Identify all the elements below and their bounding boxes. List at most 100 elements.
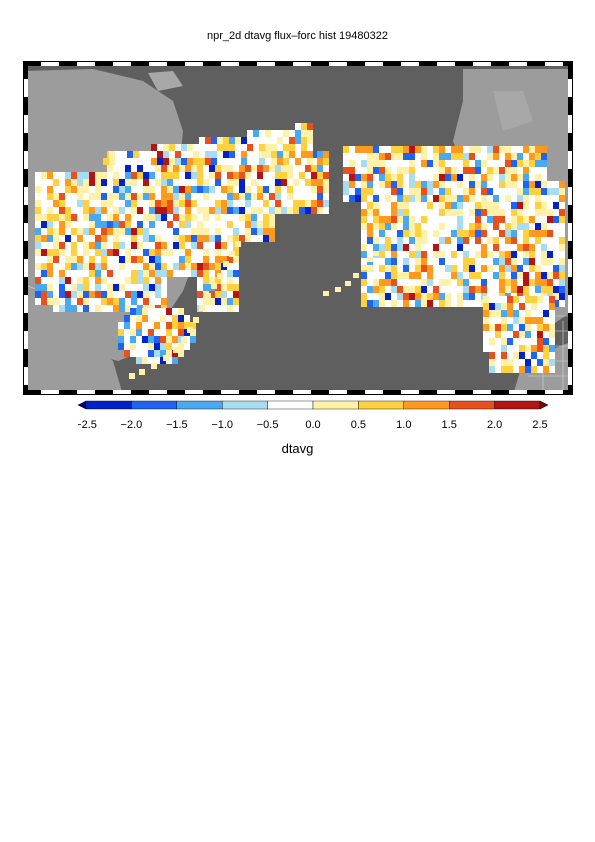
- data-cell: [178, 343, 184, 350]
- data-cell: [35, 270, 41, 277]
- data-cell: [179, 242, 185, 249]
- data-cell: [367, 174, 373, 181]
- data-cell: [161, 284, 167, 291]
- data-cell: [185, 179, 191, 186]
- data-cell: [137, 298, 143, 305]
- data-cell: [355, 195, 361, 202]
- data-cell: [529, 188, 535, 195]
- data-cell: [125, 270, 131, 277]
- data-cell: [197, 193, 203, 200]
- data-cell: [517, 195, 523, 202]
- data-cell: [463, 244, 469, 251]
- data-cell: [65, 214, 71, 221]
- data-cell: [379, 279, 385, 286]
- data-cell: [143, 284, 149, 291]
- data-cell: [289, 130, 295, 137]
- data-cell: [469, 209, 475, 216]
- data-cell: [217, 137, 223, 144]
- data-cell: [113, 172, 119, 179]
- data-cell: [523, 223, 529, 230]
- data-cell: [511, 223, 517, 230]
- data-cell: [373, 300, 379, 307]
- data-cell: [559, 265, 565, 272]
- data-cell: [124, 343, 130, 350]
- data-cell: [541, 258, 547, 265]
- data-cell: [166, 315, 172, 322]
- data-cell: [433, 265, 439, 272]
- data-cell: [445, 244, 451, 251]
- data-cell: [113, 186, 119, 193]
- data-cell: [113, 284, 119, 291]
- data-cell: [517, 174, 523, 181]
- data-cell: [547, 230, 553, 237]
- border-tick: [131, 390, 149, 395]
- data-cell: [421, 265, 427, 272]
- data-cell: [493, 160, 499, 167]
- data-cell: [119, 186, 125, 193]
- data-cell: [451, 272, 457, 279]
- data-cell: [101, 270, 107, 277]
- data-cell: [65, 249, 71, 256]
- data-cell: [537, 366, 543, 373]
- data-cell: [269, 207, 275, 214]
- data-cell: [89, 277, 95, 284]
- data-cell: [481, 153, 487, 160]
- data-cell: [487, 279, 493, 286]
- data-cell: [263, 235, 269, 242]
- border-tick: [568, 223, 573, 241]
- border-tick: [59, 61, 77, 66]
- data-cell: [83, 172, 89, 179]
- data-cell: [107, 235, 113, 242]
- data-cell: [493, 146, 499, 153]
- data-cell: [457, 146, 463, 153]
- data-cell: [439, 300, 445, 307]
- data-cell: [163, 158, 169, 165]
- data-cell: [227, 291, 233, 298]
- data-cell: [245, 200, 251, 207]
- data-cell: [275, 186, 281, 193]
- data-cell: [59, 186, 65, 193]
- data-cell: [215, 228, 221, 235]
- data-cell: [445, 160, 451, 167]
- colorbar-tick-label: 2.5: [532, 419, 547, 431]
- data-cell: [143, 214, 149, 221]
- data-cell: [149, 298, 155, 305]
- data-cell: [547, 237, 553, 244]
- data-cell: [499, 272, 505, 279]
- data-cell: [439, 286, 445, 293]
- data-cell: [501, 331, 507, 338]
- colorbar: −2.5 −2.0 −1.5 −1.0 −0.5 0.0 0.5 1.0 1.5 2.0 2.5: [78, 400, 548, 431]
- data-cell: [173, 347, 179, 353]
- data-cell: [221, 165, 227, 172]
- data-cell: [269, 186, 275, 193]
- data-cell: [409, 216, 415, 223]
- data-cell: [197, 214, 203, 221]
- data-cell: [283, 137, 289, 144]
- data-cell: [148, 336, 154, 343]
- data-cell: [65, 270, 71, 277]
- data-cell: [529, 279, 535, 286]
- border-tick: [329, 61, 347, 66]
- data-cell: [475, 279, 481, 286]
- data-cell: [247, 151, 253, 158]
- data-cell: [35, 263, 41, 270]
- data-cell: [143, 165, 149, 172]
- data-cell: [185, 235, 191, 242]
- data-cell: [385, 258, 391, 265]
- data-cell: [53, 179, 59, 186]
- data-cell: [317, 200, 323, 207]
- data-cell: [185, 165, 191, 172]
- data-cell: [295, 130, 301, 137]
- data-cell: [130, 336, 136, 343]
- data-cell: [227, 200, 233, 207]
- data-cell: [53, 235, 59, 242]
- data-cell: [403, 181, 409, 188]
- data-cell: [361, 300, 367, 307]
- data-cell: [131, 200, 137, 207]
- border-tick: [568, 259, 573, 277]
- data-cell: [271, 137, 277, 144]
- data-cell: [361, 223, 367, 230]
- data-cell: [501, 296, 507, 303]
- data-cell: [257, 221, 263, 228]
- data-cell: [191, 235, 197, 242]
